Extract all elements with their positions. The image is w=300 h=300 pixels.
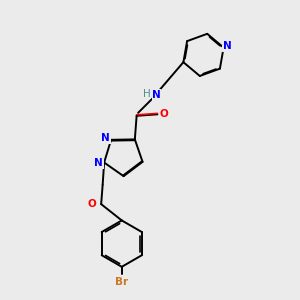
Text: N: N [152,90,161,100]
Text: Br: Br [115,277,128,287]
Text: N: N [101,133,110,143]
Text: H: H [142,88,150,98]
Text: N: N [94,158,103,168]
Text: O: O [88,199,97,209]
Text: O: O [160,109,168,119]
Text: N: N [223,41,232,51]
